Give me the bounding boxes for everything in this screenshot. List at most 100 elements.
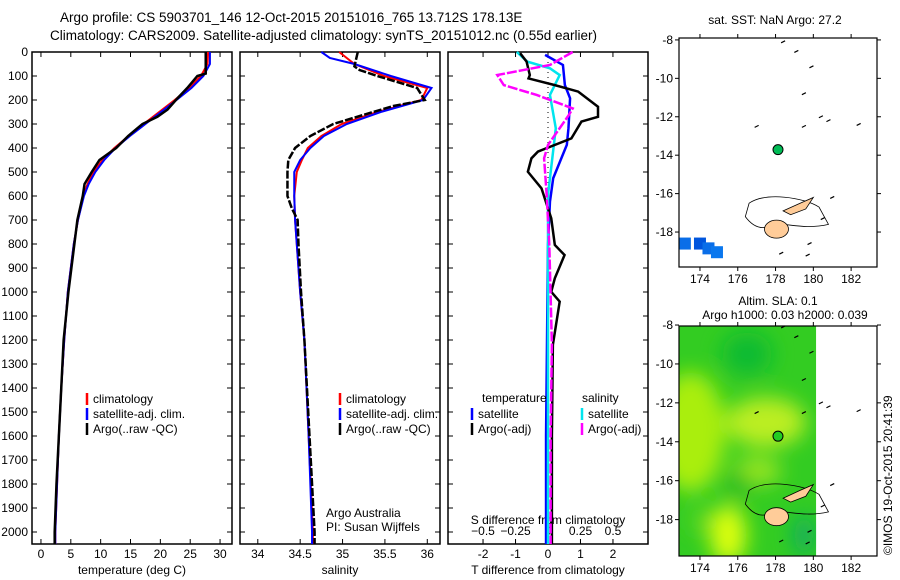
y-tick-label: 1600 bbox=[1, 429, 28, 443]
temperature-x-label: temperature (deg C) bbox=[78, 563, 186, 577]
map_sla-frame bbox=[678, 325, 878, 557]
temperature-frame bbox=[31, 51, 233, 545]
x-tick-label: 15 bbox=[124, 547, 138, 561]
islet bbox=[820, 217, 826, 221]
islet bbox=[829, 195, 835, 199]
islet bbox=[754, 411, 759, 415]
x-tick-label: 178 bbox=[766, 561, 786, 575]
y-tick-label: 1000 bbox=[1, 285, 28, 299]
title-line-2: Climatology: CARS2009. Satellite-adjuste… bbox=[50, 28, 597, 43]
sla-anomaly bbox=[710, 505, 747, 556]
salinity-panel: 34 34.5 35 35.5 36 salinity climatologysatelli… bbox=[239, 51, 441, 577]
islet bbox=[754, 124, 759, 128]
sla-anomaly bbox=[793, 515, 814, 556]
legend-label: satellite bbox=[478, 407, 519, 421]
sla-field bbox=[679, 326, 817, 556]
difference-x-label: T difference from climatology bbox=[471, 563, 625, 577]
x-tick-label: 5 bbox=[67, 547, 74, 561]
legend-label: Argo(..raw -QC) bbox=[346, 422, 431, 436]
y-tick-label: -14 bbox=[656, 435, 674, 449]
argo-float-marker bbox=[772, 430, 784, 442]
salinity-x-label: salinity bbox=[322, 563, 359, 577]
x-tick-label: 182 bbox=[841, 272, 861, 286]
viti-levu-island bbox=[764, 219, 789, 239]
y-tick-label: 1300 bbox=[1, 357, 28, 371]
annotation-text: PI: Susan Wijffels bbox=[326, 520, 420, 534]
map_sla-panel: 174 176 178 180 182 -8 -10 -12 -14 -16 -18 Altim. S… bbox=[656, 294, 881, 575]
y-tick-label: -18 bbox=[656, 513, 674, 527]
y-tick-label: 1800 bbox=[1, 477, 28, 491]
x-tick-label: 25 bbox=[184, 547, 198, 561]
islet bbox=[807, 242, 812, 246]
y-tick-label: 2000 bbox=[1, 525, 28, 539]
y-tick-label: 300 bbox=[8, 117, 28, 131]
x-tick-label: 35.5 bbox=[373, 547, 397, 561]
x-tick-label: 2 bbox=[610, 547, 617, 561]
x-tick-label: 180 bbox=[803, 272, 823, 286]
y-tick-label: -8 bbox=[662, 318, 673, 332]
y-tick-label: 1400 bbox=[1, 381, 28, 395]
credit-text: ©IMOS 19-Oct-2015 20:41:39 bbox=[881, 395, 895, 555]
sst-cell bbox=[678, 237, 691, 250]
y-tick-label: 400 bbox=[8, 141, 28, 155]
legend-label: Argo(-adj) bbox=[588, 422, 641, 436]
islet bbox=[778, 539, 784, 543]
series-temperature-argo-adj--line bbox=[519, 52, 600, 544]
x-tick-label: 176 bbox=[728, 272, 748, 286]
y-tick-label: -12 bbox=[656, 110, 674, 124]
y-tick-label: -14 bbox=[656, 148, 674, 162]
y-tick-label: 800 bbox=[8, 237, 28, 251]
y-tick-label: 1200 bbox=[1, 333, 28, 347]
x2-tick-label: 0.25 bbox=[569, 524, 593, 538]
islet bbox=[801, 411, 807, 415]
x2-tick-label: −0.25 bbox=[500, 524, 531, 538]
argo-float-marker bbox=[772, 144, 784, 156]
y-tick-label: -8 bbox=[662, 33, 673, 47]
legend-title: temperature bbox=[482, 391, 547, 405]
annotation-text: Argo Australia bbox=[326, 506, 401, 520]
reef-outline bbox=[744, 483, 830, 516]
y-tick-label: -16 bbox=[656, 187, 674, 201]
y-tick-label: 100 bbox=[8, 69, 28, 83]
y-tick-label: 600 bbox=[8, 189, 28, 203]
series-climatology-line bbox=[293, 51, 429, 544]
y-tick-label: 1100 bbox=[2, 309, 28, 323]
islet bbox=[826, 405, 831, 409]
islet bbox=[801, 124, 807, 128]
x-tick-label: -2 bbox=[478, 547, 489, 561]
x-tick-label: 178 bbox=[766, 272, 786, 286]
y-tick-label: -12 bbox=[656, 396, 674, 410]
y-tick-label: 1900 bbox=[1, 501, 28, 515]
x-tick-label: -1 bbox=[510, 547, 521, 561]
series-satellite-adj-clim--line bbox=[293, 51, 434, 544]
x-tick-label: 1 bbox=[577, 547, 584, 561]
islet bbox=[780, 40, 786, 44]
islet bbox=[801, 92, 807, 96]
islet bbox=[809, 65, 814, 69]
legend-label: Argo(-adj) bbox=[478, 422, 531, 436]
sla-anomaly bbox=[722, 332, 773, 377]
x-tick-label: 180 bbox=[803, 561, 823, 575]
series-salinity-argo-adj--line bbox=[495, 50, 575, 544]
series-satellite-adj-clim--line bbox=[54, 52, 211, 544]
map_sla-title: Altim. SLA: 0.1 bbox=[738, 294, 818, 308]
series-argo-raw-qc--line bbox=[286, 51, 427, 544]
x2-tick-label: −0.5 bbox=[471, 524, 495, 538]
map_sla-subtitle: Argo h1000: 0.03 h2000: 0.039 bbox=[702, 308, 868, 322]
islet bbox=[807, 529, 812, 533]
series-climatology-line bbox=[54, 51, 210, 544]
sla-anomaly bbox=[726, 397, 807, 448]
x-tick-label: 20 bbox=[154, 547, 168, 561]
x-tick-label: 36 bbox=[421, 547, 435, 561]
sla-anomaly bbox=[725, 470, 750, 499]
y-tick-label: 700 bbox=[8, 213, 28, 227]
x-tick-label: 0 bbox=[38, 547, 45, 561]
y-tick-label: -18 bbox=[656, 225, 674, 239]
x-tick-label: 10 bbox=[94, 547, 108, 561]
islet bbox=[794, 335, 799, 339]
islet bbox=[856, 409, 861, 413]
legend-label: climatology bbox=[93, 392, 153, 406]
y-tick-label: 900 bbox=[8, 261, 28, 275]
sla-anomaly bbox=[687, 507, 712, 532]
